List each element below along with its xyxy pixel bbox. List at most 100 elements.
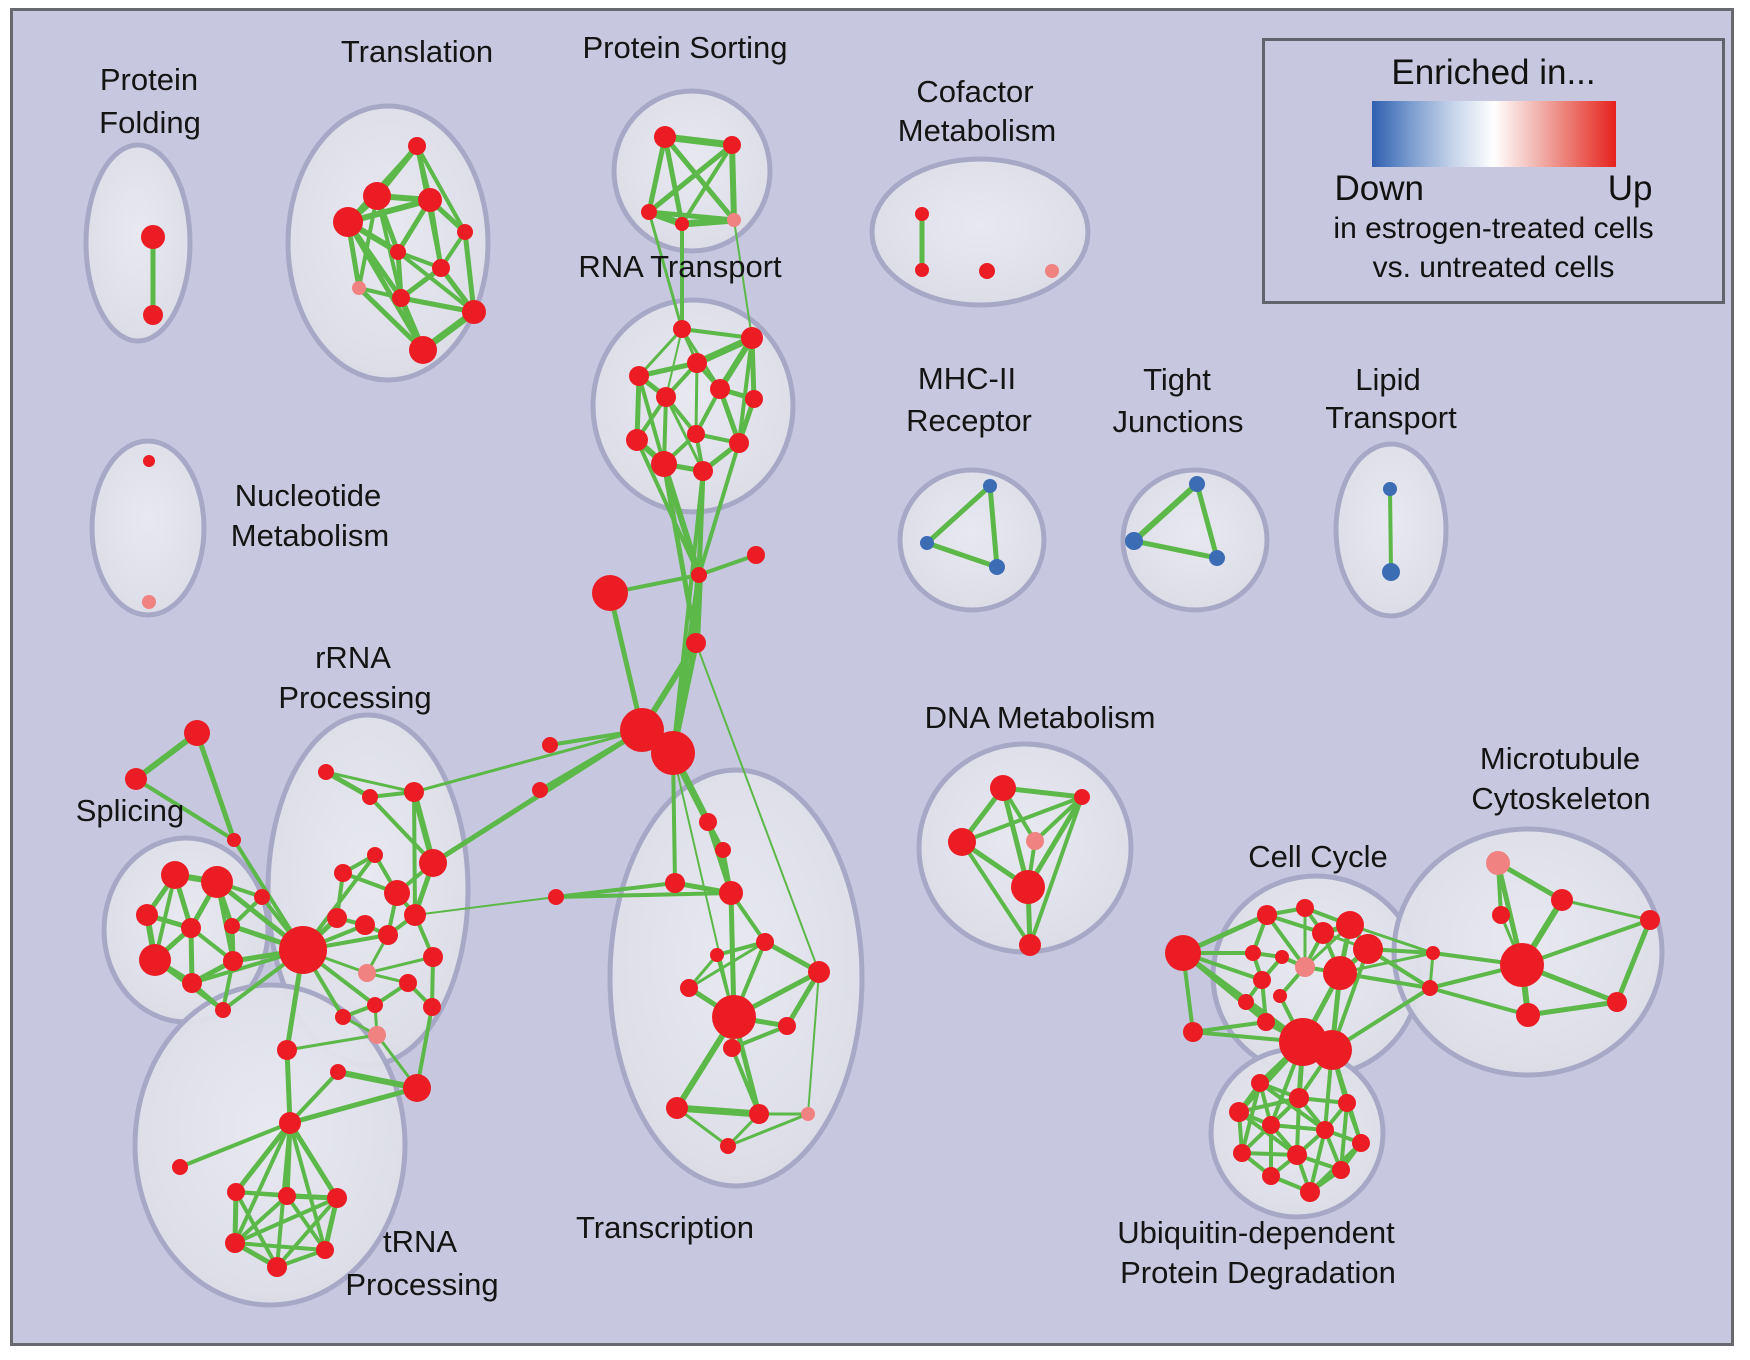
legend-title: Enriched in... [1391, 53, 1596, 92]
cluster-label: Metabolism [898, 113, 1057, 148]
edge [672, 752, 735, 1018]
node [1607, 992, 1627, 1012]
cluster-label: rRNA [315, 640, 391, 675]
node [686, 633, 706, 653]
cluster-label: DNA Metabolism [925, 700, 1156, 735]
node [358, 964, 376, 982]
node [409, 336, 437, 364]
node [201, 866, 233, 898]
node [699, 813, 717, 831]
edge [646, 134, 668, 215]
node [729, 433, 749, 453]
node [948, 828, 976, 856]
edge [662, 134, 737, 223]
edge [368, 795, 435, 865]
node [1382, 563, 1400, 581]
edge [635, 438, 701, 577]
node [1336, 911, 1364, 939]
edge [1495, 860, 1565, 903]
legend-caption-line2: vs. untreated cells [1372, 250, 1615, 284]
edge [233, 1120, 293, 1195]
cluster-label: Nucleotide [235, 478, 381, 513]
node [1492, 906, 1510, 924]
legend-endpoint-labels: Down Up [1335, 169, 1653, 209]
node [651, 451, 677, 477]
node [223, 951, 243, 971]
node [1253, 971, 1271, 989]
node [1233, 1144, 1251, 1162]
node [710, 948, 724, 962]
node [335, 1009, 351, 1025]
node [675, 217, 689, 231]
node [920, 536, 934, 550]
edge [233, 1121, 292, 1245]
edge [357, 194, 379, 290]
node [215, 1002, 231, 1018]
node [334, 864, 352, 882]
node [1352, 1134, 1370, 1152]
edge [694, 361, 699, 436]
edge [1033, 795, 1084, 843]
node [1486, 851, 1510, 875]
node [741, 327, 763, 349]
edge [398, 295, 477, 315]
edge [607, 590, 645, 733]
node [715, 842, 731, 858]
node [651, 731, 695, 775]
edge [323, 769, 373, 800]
node [182, 973, 202, 993]
node [723, 1039, 741, 1057]
cluster-label: Microtubule [1480, 741, 1640, 776]
node [181, 918, 201, 938]
node [532, 782, 548, 798]
node [408, 137, 426, 155]
edge [960, 840, 1032, 947]
node [1209, 550, 1225, 566]
node [362, 789, 378, 805]
cluster-label: MHC-II [918, 361, 1016, 396]
node [1183, 1022, 1203, 1042]
edge [637, 327, 684, 378]
cluster-label: Protein Sorting [582, 30, 787, 65]
legend-gradient-bar [1371, 101, 1616, 167]
node [1229, 1102, 1249, 1122]
node [254, 889, 270, 905]
node [1019, 934, 1041, 956]
edge [233, 1241, 327, 1252]
node [224, 918, 240, 934]
edge [1237, 1110, 1299, 1157]
node [1189, 476, 1205, 492]
node [687, 353, 707, 373]
cluster-label: Protein [100, 62, 198, 97]
edge [1265, 913, 1307, 969]
node [384, 880, 410, 906]
edge [665, 328, 683, 398]
node [620, 708, 664, 752]
node [656, 387, 676, 407]
edge [233, 1196, 339, 1245]
edge [414, 896, 557, 916]
edge [924, 483, 993, 546]
edge [287, 1120, 340, 1201]
edge [1000, 785, 1085, 800]
edge [1025, 794, 1085, 890]
node [352, 281, 366, 295]
edge [462, 229, 477, 315]
node [1516, 1003, 1540, 1027]
node [1640, 910, 1660, 930]
node [277, 1040, 297, 1060]
edge [365, 955, 435, 975]
edge [1560, 898, 1652, 922]
node [1426, 946, 1440, 960]
edge [673, 1104, 763, 1118]
node [279, 926, 327, 974]
node [1338, 1094, 1356, 1112]
edge [661, 133, 736, 149]
edge [1194, 481, 1220, 561]
edge [288, 1121, 327, 1252]
node [778, 1017, 796, 1035]
cluster-ellipse [83, 142, 193, 344]
node [626, 429, 648, 451]
node [227, 1183, 245, 1201]
node [1011, 870, 1045, 904]
